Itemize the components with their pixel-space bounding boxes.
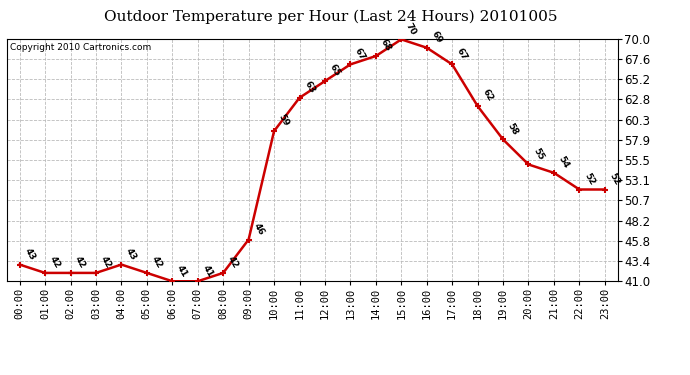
Text: 54: 54 <box>557 154 571 170</box>
Text: 70: 70 <box>404 21 418 37</box>
Text: 52: 52 <box>608 171 622 187</box>
Text: 41: 41 <box>175 263 189 279</box>
Text: 52: 52 <box>582 171 596 187</box>
Text: 69: 69 <box>429 30 444 45</box>
Text: Outdoor Temperature per Hour (Last 24 Hours) 20101005: Outdoor Temperature per Hour (Last 24 Ho… <box>104 9 558 24</box>
Text: 42: 42 <box>226 255 240 270</box>
Text: 43: 43 <box>22 246 37 262</box>
Text: 65: 65 <box>328 63 342 78</box>
Text: Copyright 2010 Cartronics.com: Copyright 2010 Cartronics.com <box>10 43 151 52</box>
Text: 42: 42 <box>48 255 62 270</box>
Text: 42: 42 <box>99 255 113 270</box>
Text: 62: 62 <box>480 88 495 104</box>
Text: 41: 41 <box>201 263 215 279</box>
Text: 55: 55 <box>531 146 545 162</box>
Text: 59: 59 <box>277 113 291 128</box>
Text: 43: 43 <box>124 246 138 262</box>
Text: 67: 67 <box>455 46 469 62</box>
Text: 63: 63 <box>302 80 316 95</box>
Text: 68: 68 <box>379 38 393 53</box>
Text: 42: 42 <box>73 255 88 270</box>
Text: 42: 42 <box>150 255 164 270</box>
Text: 67: 67 <box>353 46 367 62</box>
Text: 58: 58 <box>506 122 520 136</box>
Text: 46: 46 <box>251 221 266 237</box>
